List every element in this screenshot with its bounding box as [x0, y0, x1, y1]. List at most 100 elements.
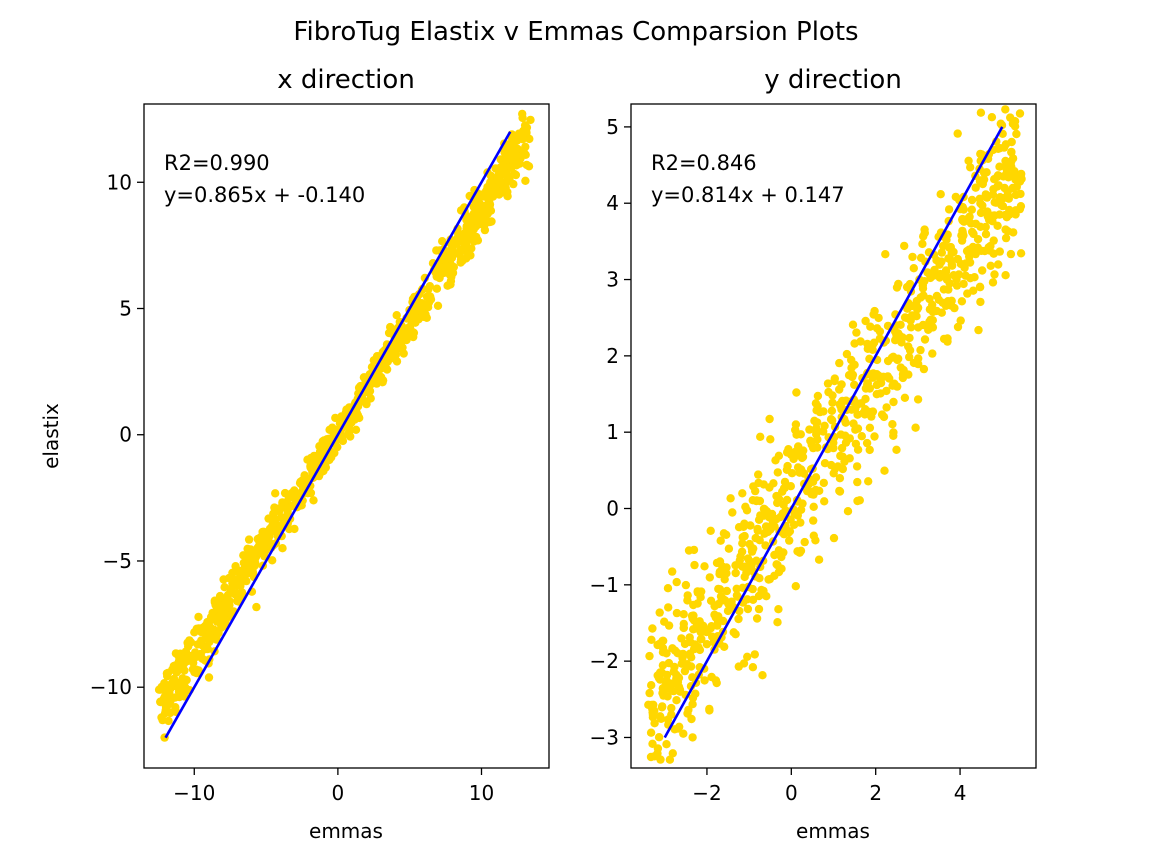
y-tick-label: −5 — [103, 549, 132, 573]
scatter-point — [812, 424, 821, 433]
scatter-point — [668, 567, 677, 576]
scatter-point — [847, 355, 856, 365]
scatter-point — [913, 395, 923, 404]
scatter-point — [646, 752, 656, 762]
scatter-point — [850, 405, 860, 414]
scatter-point — [1011, 175, 1020, 184]
scatter-point — [194, 612, 203, 622]
scatter-point — [990, 270, 999, 279]
scatter-point — [974, 325, 983, 335]
scatter-point — [976, 108, 986, 117]
scatter-point — [947, 260, 956, 269]
scatter-point — [728, 508, 737, 517]
scatter-point — [776, 512, 785, 522]
scatter-point — [944, 205, 954, 214]
scatter-point — [649, 700, 658, 709]
scatter-point — [994, 260, 1003, 269]
scatter-point — [853, 477, 862, 487]
y-tick-label: 2 — [606, 344, 619, 368]
scatter-point — [1001, 271, 1010, 280]
scatter-point — [958, 202, 967, 212]
fit-line-segment — [663, 126, 1004, 739]
scatter-point — [694, 587, 703, 597]
scatter-point — [956, 316, 965, 325]
y-axis-label: elastix — [39, 403, 63, 469]
scatter-point — [219, 610, 228, 620]
scatter-point — [785, 536, 794, 545]
scatter-point — [995, 162, 1004, 171]
scatter-point — [654, 733, 664, 742]
scatter-point — [734, 614, 743, 624]
scatter-point — [765, 483, 774, 492]
scatter-point — [372, 352, 382, 361]
scatter-point — [870, 306, 879, 316]
scatter-point — [276, 521, 286, 530]
scatter-point — [930, 265, 939, 275]
scatter-point — [761, 541, 770, 550]
scatter-point — [905, 333, 914, 343]
scatter-point — [907, 301, 916, 311]
scatter-point — [792, 388, 801, 397]
scatter-point — [648, 624, 657, 633]
scatter-point — [508, 141, 517, 150]
scatter-point — [898, 370, 908, 379]
scatter-point — [924, 325, 933, 334]
scatter-point — [865, 423, 875, 432]
scatter-point — [223, 596, 232, 606]
scatter-point — [977, 246, 986, 255]
scatter-point — [244, 535, 254, 544]
scatter-point — [256, 548, 265, 558]
scatter-point — [853, 496, 862, 506]
scatter-point — [648, 708, 657, 717]
scatter-point — [501, 183, 510, 192]
scatter-points — [644, 105, 1026, 764]
scatter-point — [683, 596, 692, 605]
scatter-point — [836, 430, 846, 439]
scatter-point — [738, 539, 747, 548]
scatter-point — [162, 669, 172, 678]
scatter-point — [852, 328, 861, 337]
scatter-point — [179, 659, 189, 668]
scatter-point — [512, 161, 521, 170]
scatter-point — [863, 379, 872, 388]
scatter-point — [645, 688, 654, 698]
scatter-point — [957, 236, 967, 245]
scatter-point — [715, 585, 725, 594]
scatter-point — [734, 662, 743, 671]
scatter-point — [988, 217, 997, 226]
scatter-point — [724, 544, 734, 553]
scatter-point — [991, 198, 1001, 207]
scatter-point — [982, 193, 992, 202]
scatter-point — [190, 628, 199, 637]
scatter-point — [662, 676, 672, 686]
scatter-point — [830, 376, 839, 386]
scatter-point — [1008, 183, 1017, 193]
scatter-point — [923, 268, 932, 277]
scatter-point — [203, 617, 212, 627]
scatter-point — [738, 489, 747, 498]
scatter-point — [983, 207, 992, 216]
scatter-point — [658, 661, 668, 670]
scatter-point — [944, 285, 953, 294]
figure-title: FibroTug Elastix v Emmas Comparsion Plot… — [293, 17, 858, 47]
scatter-point — [762, 507, 772, 516]
scatter-point — [1017, 169, 1026, 179]
scatter-point — [1016, 202, 1026, 211]
scatter-point — [811, 536, 820, 545]
scatter-point — [448, 268, 458, 278]
scatter-point — [688, 700, 697, 709]
scatter-point — [753, 524, 762, 534]
scatter-point — [689, 644, 699, 654]
scatter-point — [733, 592, 742, 601]
scatter-point — [1002, 169, 1011, 178]
scatter-point — [757, 586, 767, 596]
scatter-point — [926, 315, 935, 324]
scatter-point — [667, 703, 676, 713]
scatter-point — [947, 296, 956, 305]
scatter-point — [862, 438, 872, 448]
scatter-point — [414, 304, 423, 313]
scatter-point — [484, 187, 493, 196]
scatter-point — [469, 224, 478, 233]
plot-title: x direction — [277, 65, 415, 95]
scatter-point — [321, 463, 330, 472]
